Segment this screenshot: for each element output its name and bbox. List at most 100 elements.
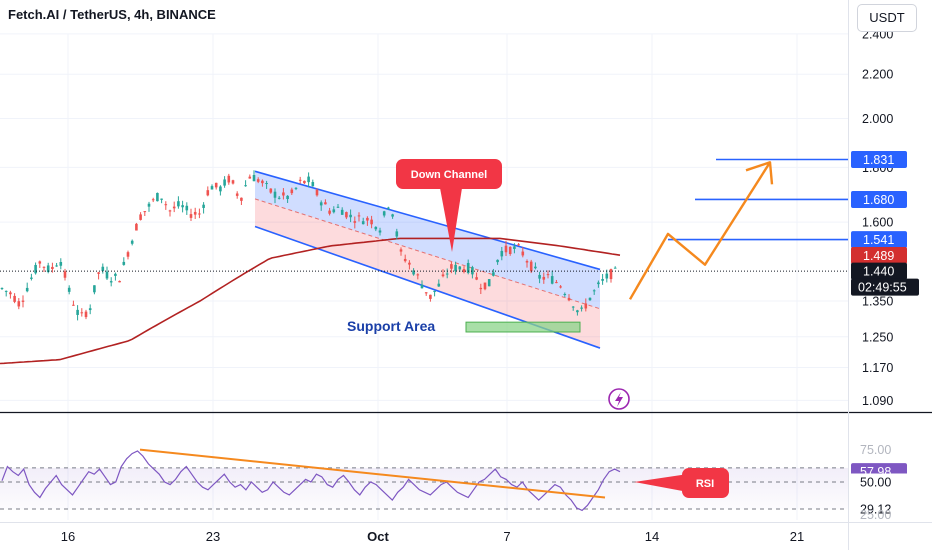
candle	[210, 186, 214, 190]
candle	[429, 294, 432, 299]
rsi-callout-pointer	[634, 474, 688, 492]
candle	[475, 277, 478, 280]
rsi-tick-bg	[851, 500, 907, 518]
price-tick-label: 2.000	[862, 112, 893, 126]
rsi-pane[interactable]: RSI	[0, 448, 848, 512]
candle	[420, 284, 424, 289]
rsi-tick-bg	[851, 473, 907, 491]
candle	[181, 205, 184, 208]
candle	[353, 221, 357, 223]
candle	[172, 206, 176, 209]
candle	[504, 245, 508, 253]
candle	[298, 179, 302, 181]
candle	[559, 286, 562, 288]
candle	[290, 189, 294, 194]
candle	[462, 269, 466, 273]
candle	[67, 287, 71, 292]
candle	[72, 304, 75, 306]
candle	[307, 176, 310, 183]
time-tick-label: Oct	[367, 529, 389, 544]
candle	[601, 279, 604, 281]
candle	[315, 189, 319, 196]
moving-average-line	[0, 237, 621, 365]
candle	[408, 262, 411, 265]
candle	[613, 267, 617, 269]
candle	[114, 273, 117, 276]
candle	[105, 271, 109, 279]
candle	[101, 266, 105, 271]
candle	[227, 175, 231, 183]
candle	[517, 244, 520, 246]
price-tick-label: 1.350	[862, 295, 893, 309]
candle	[588, 297, 592, 301]
candle	[51, 266, 54, 269]
countdown-bg	[851, 278, 919, 296]
target-price-label-bg	[851, 190, 907, 208]
candle	[437, 283, 441, 287]
candle	[483, 282, 487, 290]
time-axis[interactable]: 16 23 Oct 7 14 21	[0, 522, 932, 545]
candle	[143, 211, 147, 213]
candle	[546, 274, 550, 276]
target-price-label: 1.680	[863, 193, 894, 207]
currency-button[interactable]: USDT	[857, 4, 917, 32]
channel-upper-line[interactable]	[254, 170, 601, 271]
candle	[382, 211, 386, 216]
candle	[151, 199, 155, 201]
countdown-label: 02:49:55	[858, 281, 907, 295]
ma-price-label-bg	[851, 247, 907, 265]
candle	[93, 285, 96, 293]
candle	[42, 266, 46, 268]
price-axis[interactable]: 2.4002.2002.0001.8001.6001.3501.2501.170…	[848, 0, 920, 550]
time-tick-label: 16	[61, 529, 75, 544]
price-pane[interactable]: Support Area Down Channel	[0, 33, 932, 520]
candle	[118, 280, 121, 283]
candle	[609, 269, 613, 280]
candle	[25, 287, 29, 292]
candle	[340, 209, 344, 215]
candle	[357, 215, 361, 217]
candle	[534, 266, 537, 269]
candle	[185, 205, 189, 211]
price-tick-label: 1.600	[862, 216, 893, 230]
candle	[223, 179, 226, 186]
candle	[525, 261, 529, 263]
candle	[235, 193, 239, 196]
candle	[387, 207, 390, 209]
candle	[9, 292, 12, 295]
price-tick-label: 1.170	[862, 361, 893, 375]
candle	[441, 274, 445, 277]
support-area-box[interactable]	[465, 321, 581, 333]
down-channel-pointer	[440, 188, 462, 252]
candle	[164, 204, 168, 206]
candle	[496, 259, 499, 263]
candle	[240, 197, 243, 201]
time-tick-label: 7	[503, 529, 510, 544]
candle	[361, 221, 365, 225]
down-channel-label: Down Channel	[411, 169, 487, 181]
lightning-icon	[615, 392, 623, 407]
projection-path[interactable]	[628, 161, 772, 300]
candle	[139, 214, 142, 220]
candle	[412, 270, 415, 275]
candle	[492, 272, 495, 276]
rsi-trendline[interactable]	[139, 448, 606, 499]
candle	[84, 311, 88, 318]
candle	[97, 272, 100, 274]
projection-arrowhead	[745, 161, 774, 185]
target-price-label-bg	[851, 231, 907, 249]
target-price-label-bg	[851, 151, 907, 169]
candle	[4, 290, 8, 292]
candle	[370, 219, 373, 225]
candle	[219, 186, 222, 192]
candle	[34, 264, 37, 274]
candle	[156, 192, 159, 202]
channel-upper-zone	[255, 171, 600, 309]
candle	[529, 261, 533, 272]
candle	[416, 274, 420, 276]
candle	[584, 303, 588, 309]
candle	[256, 179, 260, 182]
rsi-tick-label: 75.00	[860, 443, 891, 457]
candle	[59, 262, 63, 266]
